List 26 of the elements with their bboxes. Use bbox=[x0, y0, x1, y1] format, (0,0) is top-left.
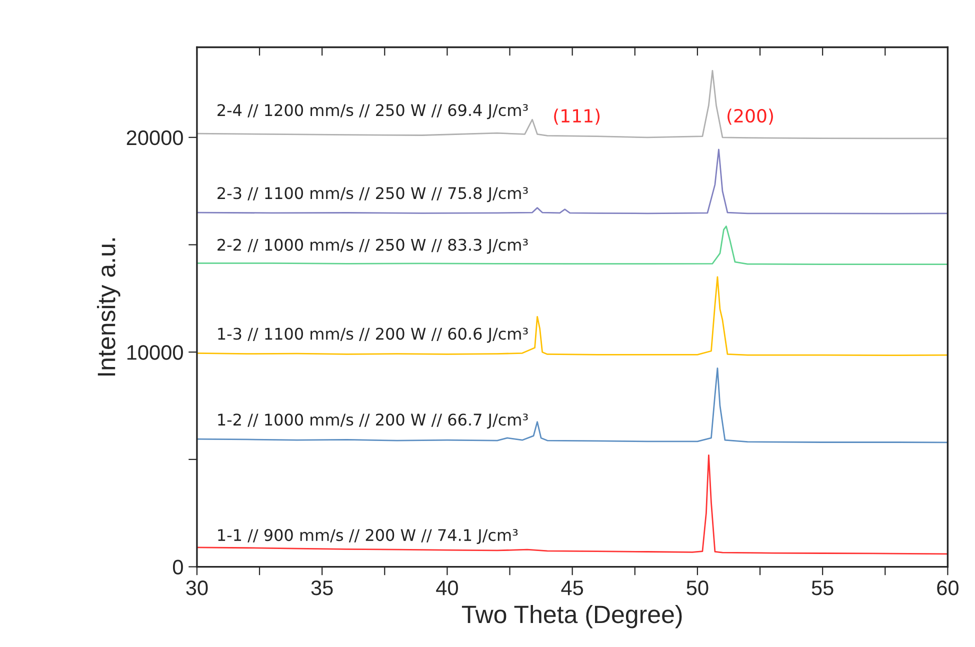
annotation: (111) bbox=[554, 108, 600, 125]
series-label: 2-3 // 1100 mm/s // 250 W // 75.8 J/cm³ bbox=[218, 187, 528, 202]
line-series bbox=[196, 148, 948, 214]
x-tick-label: 30 bbox=[186, 580, 208, 596]
series-label: 2-2 // 1000 mm/s // 250 W // 83.3 J/cm³ bbox=[218, 238, 528, 254]
y-tick-label: 0 bbox=[172, 560, 183, 575]
x-tick-label: 45 bbox=[561, 580, 584, 596]
y-tick-label: 10000 bbox=[127, 345, 183, 360]
line-series bbox=[196, 70, 948, 140]
line-series bbox=[196, 367, 948, 444]
annotation: (200) bbox=[728, 108, 773, 125]
x-tick-label: 60 bbox=[937, 580, 958, 596]
x-tick-label: 40 bbox=[436, 580, 458, 596]
series-label: 2-4 // 1200 mm/s // 250 W // 69.4 J/cm³ bbox=[218, 104, 528, 120]
series-label: 1-3 // 1100 mm/s // 200 W // 60.6 J/cm³ bbox=[218, 328, 528, 343]
series-label: 1-1 // 900 mm/s // 200 W // 74.1 J/cm³ bbox=[218, 529, 518, 544]
line-series bbox=[196, 454, 948, 555]
line-series bbox=[196, 276, 948, 356]
line-series bbox=[196, 226, 948, 265]
series-label: 1-2 // 1000 mm/s // 200 W // 66.7 J/cm³ bbox=[218, 414, 528, 429]
x-tick-label: 55 bbox=[812, 580, 834, 596]
y-axis-title: Intensity a.u. bbox=[96, 238, 120, 376]
x-tick-label: 35 bbox=[311, 580, 333, 596]
x-tick-label: 50 bbox=[686, 580, 708, 596]
y-tick-label: 20000 bbox=[126, 130, 183, 146]
x-axis-title: Two Theta (Degree) bbox=[462, 604, 682, 628]
